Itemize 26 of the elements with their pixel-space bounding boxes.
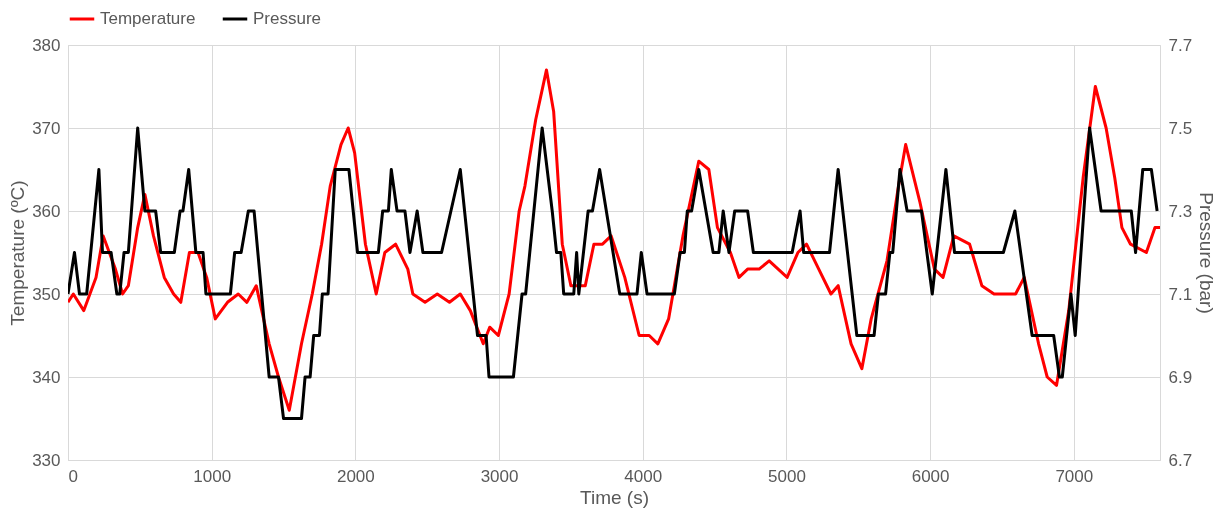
y2-tick-label: 7.3 (1168, 201, 1193, 221)
y-tick-label: 330 (32, 450, 61, 470)
x-tick-label: 7000 (1055, 466, 1094, 486)
y-tick-label: 360 (32, 201, 61, 221)
x-tick-label: 1000 (193, 466, 232, 486)
x-tick-label: 4000 (624, 466, 663, 486)
x-tick-label: 0 (68, 466, 78, 486)
legend-label: Temperature (100, 9, 196, 28)
line-series (68, 126, 1159, 420)
x-axis-title: Time (s) (580, 486, 649, 508)
y2-tick-label: 7.5 (1168, 118, 1193, 138)
y2-tick-label: 7.1 (1168, 284, 1193, 304)
y-tick-label: 370 (32, 118, 61, 138)
y-tick-label: 350 (32, 284, 61, 304)
legend-label: Pressure (253, 9, 322, 28)
x-tick-label: 3000 (480, 466, 519, 486)
y2-axis-title: Pressure (bar) (1196, 192, 1218, 314)
y2-tick-label: 7.7 (1168, 35, 1193, 55)
y-tick-label: 380 (32, 35, 61, 55)
y-tick-label: 340 (32, 367, 61, 387)
y-axis-title: Temperature (ºC) (7, 180, 29, 326)
y2-tick-label: 6.7 (1168, 450, 1193, 470)
x-tick-label: 6000 (911, 466, 950, 486)
y2-tick-label: 6.9 (1168, 367, 1193, 387)
x-tick-label: 2000 (336, 466, 375, 486)
x-tick-label: 5000 (768, 466, 806, 486)
